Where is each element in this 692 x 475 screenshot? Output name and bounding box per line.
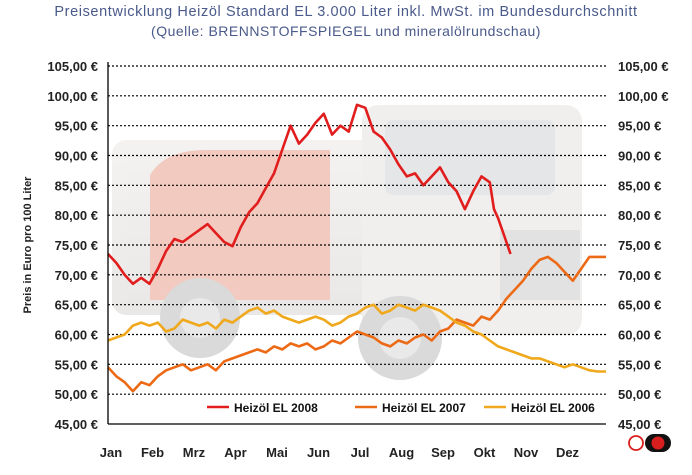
y-tick-label-left: 60,00 €: [55, 328, 98, 343]
y-tick-label-left: 95,00 €: [55, 119, 98, 134]
y-tick-label-right: 45,00 €: [618, 417, 661, 432]
logo-dot: [651, 436, 665, 450]
x-tick-label: Jan: [100, 445, 122, 460]
y-tick-label-right: 70,00 €: [618, 268, 661, 283]
legend: Heizöl EL 2008 Heizöl EL 2007 Heizöl EL 20…: [207, 401, 595, 415]
y-tick-label-left: 55,00 €: [55, 357, 98, 372]
x-tick-label: Mai: [266, 445, 288, 460]
legend-label-3: Heizöl EL 2006: [511, 401, 595, 415]
y-tick-label-right: 95,00 €: [618, 119, 661, 134]
x-tick-label: Feb: [141, 445, 164, 460]
truck-photo-background: [112, 105, 582, 380]
x-tick-label: Jun: [307, 445, 330, 460]
y-tick-label-left: 100,00 €: [47, 89, 98, 104]
y-tick-label-right: 55,00 €: [618, 357, 661, 372]
y-tick-label-left: 80,00 €: [55, 208, 98, 223]
grid-lines: [108, 65, 606, 395]
y-tick-label-right: 65,00 €: [618, 298, 661, 313]
y-axis-title: Preis in Euro pro 100 Liter: [22, 176, 34, 314]
chart-subtitle: (Quelle: BRENNSTOFFSPIEGEL und mineralöl…: [151, 23, 541, 39]
x-tick-label: Jul: [351, 445, 370, 460]
x-tick-label: Aug: [389, 445, 414, 460]
truck-window: [385, 120, 555, 195]
y-tick-label-right: 60,00 €: [618, 328, 661, 343]
y-tick-label-left: 90,00 €: [55, 149, 98, 164]
y-tick-label-left: 70,00 €: [55, 268, 98, 283]
wheel-front-hub: [379, 317, 421, 359]
x-tick-label: Nov: [514, 445, 539, 460]
x-tick-label: Dez: [556, 445, 580, 460]
y-tick-label-right: 105,00 €: [618, 59, 669, 74]
series-line-1: [107, 103, 512, 286]
y-tick-label-right: 75,00 €: [618, 238, 661, 253]
series-line-3: [107, 303, 606, 373]
y-tick-label-left: 85,00 €: [55, 178, 98, 193]
legend-label-2: Heizöl EL 2007: [382, 401, 466, 415]
series-lines: [107, 103, 606, 393]
copyright-circle: [628, 435, 644, 451]
copyright-logo: [628, 434, 671, 452]
y-tick-label-left: 50,00 €: [55, 387, 98, 402]
legend-label-1: Heizöl EL 2008: [234, 401, 318, 415]
plot-background: [112, 105, 582, 380]
x-tick-label: Apr: [224, 445, 246, 460]
y-tick-label-left: 45,00 €: [55, 417, 98, 432]
chart-title: Preisentwicklung Heizöl Standard EL 3.00…: [54, 4, 638, 20]
y-tick-label-right: 85,00 €: [618, 178, 661, 193]
y-tick-label-right: 90,00 €: [618, 149, 661, 164]
x-tick-label: Sep: [431, 445, 455, 460]
y-tick-label-right: 80,00 €: [618, 208, 661, 223]
y-tick-label-left: 105,00 €: [47, 59, 98, 74]
y-tick-label-left: 75,00 €: [55, 238, 98, 253]
house-logo: [158, 162, 198, 190]
x-tick-label: Okt: [474, 445, 496, 460]
truck-grille: [500, 230, 580, 300]
y-tick-label-right: 50,00 €: [618, 387, 661, 402]
x-tick-label: Mrz: [183, 445, 206, 460]
y-tick-label-right: 100,00 €: [618, 89, 669, 104]
axes: 45,00 € 45,00 € 50,00 € 50,00 € 55,00 € 55,00…: [22, 59, 669, 460]
wheel-rear-hub: [180, 298, 220, 338]
y-tick-label-left: 65,00 €: [55, 298, 98, 313]
series-line-2: [107, 255, 606, 393]
